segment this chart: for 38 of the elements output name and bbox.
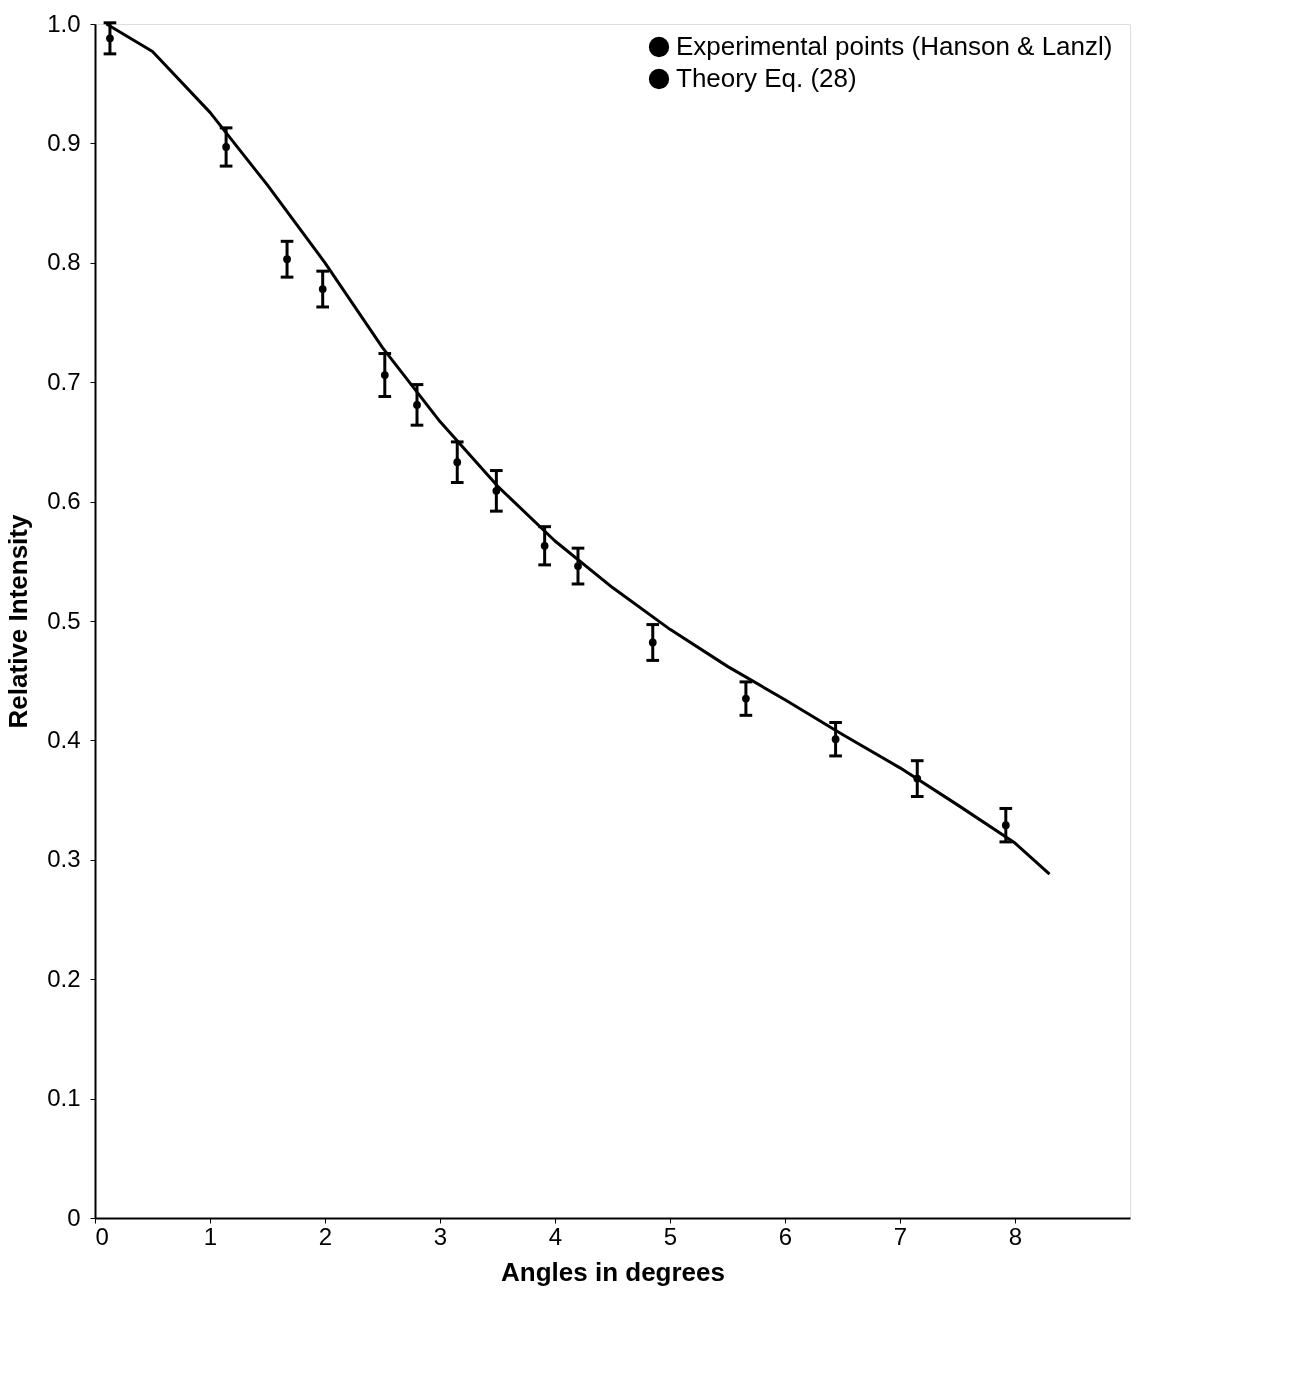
x-tick-label: 6 bbox=[778, 1222, 793, 1250]
x-tick-label: 7 bbox=[893, 1222, 908, 1250]
y-tick-label: 0.3 bbox=[47, 845, 81, 873]
y-tick-label: 0.2 bbox=[47, 964, 81, 992]
y-tick-label: 0.7 bbox=[47, 367, 81, 395]
x-tick-label: 0 bbox=[95, 1222, 109, 1250]
x-tick-label: 4 bbox=[548, 1222, 563, 1250]
y-tick-label: 0.4 bbox=[47, 725, 81, 753]
point bbox=[453, 458, 462, 467]
point bbox=[574, 562, 582, 570]
point bbox=[318, 285, 327, 293]
point bbox=[106, 34, 114, 43]
point bbox=[742, 694, 750, 703]
y-tick-label: 0.8 bbox=[47, 248, 81, 276]
point bbox=[492, 486, 501, 495]
y-tick-label: 0.5 bbox=[47, 606, 81, 634]
x-tick-label: 5 bbox=[663, 1222, 678, 1250]
y-tick-label: 0 bbox=[67, 1203, 81, 1231]
x-tick-label: 8 bbox=[1008, 1222, 1023, 1250]
point bbox=[413, 401, 421, 409]
legend-label: Experimental points (Hanson & Lanzl) bbox=[676, 31, 1113, 61]
point bbox=[380, 371, 389, 379]
point bbox=[283, 255, 291, 264]
x-tick-label: 1 bbox=[203, 1222, 218, 1250]
x-axis-title: Angles in degrees bbox=[501, 1256, 725, 1287]
y-tick-label: 0.1 bbox=[47, 1084, 81, 1112]
point bbox=[648, 638, 657, 647]
y-tick-label: 1.0 bbox=[47, 9, 81, 37]
y-tick-label: 0.6 bbox=[47, 487, 81, 515]
point bbox=[222, 143, 230, 151]
point bbox=[831, 735, 840, 744]
x-tick-label: 3 bbox=[433, 1222, 448, 1250]
point bbox=[540, 541, 549, 550]
point bbox=[1001, 821, 1010, 830]
legend-label: Theory Eq. (28) bbox=[676, 63, 857, 93]
y-axis-title: Relative Intensity bbox=[3, 514, 34, 729]
y-tick-label: 0.9 bbox=[47, 128, 81, 156]
x-tick-label: 2 bbox=[318, 1222, 333, 1250]
